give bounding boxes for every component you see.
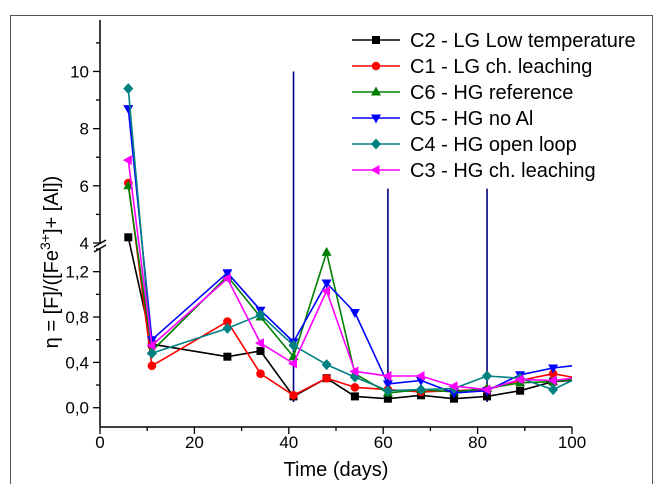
series-line (127, 88, 573, 392)
legend-marker (371, 114, 381, 124)
legend-label: C6 - HG reference (410, 82, 573, 104)
data-point (349, 309, 360, 318)
data-point (222, 269, 233, 279)
data-point (547, 375, 557, 386)
data-point (382, 385, 393, 397)
data-point (548, 384, 559, 396)
x-tick-label: 40 (279, 433, 298, 452)
data-point (123, 180, 134, 190)
x-tick-label: 0 (95, 433, 104, 452)
legend-marker (370, 165, 380, 175)
data-point (122, 155, 132, 166)
data-point (147, 361, 157, 371)
y-tick-label: 0,8 (65, 308, 89, 327)
x-tick-label: 60 (374, 433, 393, 452)
data-point (289, 391, 298, 400)
data-point (321, 279, 332, 289)
data-point (350, 383, 360, 392)
data-point (321, 246, 332, 256)
data-point (146, 347, 157, 359)
data-point (350, 392, 359, 401)
x-tick-label: 80 (468, 433, 487, 452)
data-point (382, 380, 393, 390)
data-point (450, 394, 458, 403)
legend-item: C5 - HG no Al (352, 108, 533, 130)
legend-marker (372, 36, 380, 44)
y-tick-label: 0,0 (65, 399, 89, 418)
data-point (256, 347, 265, 355)
data-point (223, 352, 232, 361)
series-c1 (124, 178, 573, 400)
legend-marker (371, 138, 381, 150)
legend-label: C1 - LG ch. leaching (410, 56, 592, 78)
data-point (482, 370, 492, 382)
legend-item: C2 - LG Low temperature (352, 30, 636, 52)
data-point (146, 340, 156, 351)
data-point (223, 317, 232, 326)
legend-label: C3 - HG ch. leaching (410, 160, 596, 182)
data-point (321, 285, 331, 296)
legend-label: C5 - HG no Al (410, 108, 533, 130)
y-tick-label: 10 (70, 62, 89, 81)
data-point (221, 273, 231, 284)
legend-item: C1 - LG ch. leaching (352, 56, 592, 78)
data-point (123, 83, 134, 95)
data-point (481, 384, 491, 395)
axes: 0 20 40 60 80 100 0,0 0,4 0,8 1,2 4 6 8 10 (65, 20, 586, 452)
legend-marker (371, 86, 381, 96)
series-line (127, 185, 573, 394)
data-point (255, 338, 264, 349)
data-point (548, 364, 559, 374)
data-point (383, 394, 392, 403)
data-point (483, 392, 491, 401)
plot-series (122, 83, 573, 403)
data-point (516, 386, 525, 395)
data-point (255, 309, 266, 321)
series-c6 (123, 180, 573, 397)
data-point (322, 373, 331, 383)
data-point (416, 384, 426, 396)
series-line (127, 182, 573, 397)
x-tick-label: 20 (185, 433, 204, 452)
y-tick-label: 0,4 (65, 353, 89, 372)
data-point (288, 358, 297, 369)
data-point (256, 369, 265, 379)
y-tick-label: 8 (80, 120, 89, 139)
y-axis-title: η = [F]/([Fe3+]+ [Al]) (37, 176, 63, 349)
data-point (548, 369, 558, 379)
data-point (448, 381, 458, 392)
data-point (123, 105, 134, 115)
data-point (222, 322, 233, 334)
series-c3 (122, 155, 573, 395)
legend-item: C6 - HG reference (352, 82, 573, 104)
y-tick-label: 6 (80, 177, 89, 196)
legend-label: C2 - LG Low temperature (410, 30, 636, 52)
y-tick-label: 1,2 (65, 263, 89, 282)
data-point (382, 371, 392, 381)
legend: C2 - LG Low temperature C1 - LG ch. leach… (352, 30, 636, 182)
x-axis-title: Time (days) (284, 459, 389, 481)
y-axis-title-superscript: 3+ (37, 234, 53, 250)
legend-item: C4 - HG open loop (352, 134, 577, 156)
data-point (415, 371, 425, 381)
y-axis-title-end: ]+ [Al]) (41, 176, 63, 234)
graph-frame (10, 15, 653, 484)
y-axis-title-main: η = [F]/([Fe (41, 250, 63, 348)
legend-label: C4 - HG open loop (410, 134, 577, 156)
series-line (127, 159, 573, 391)
data-point (124, 233, 133, 242)
y-tick-label: 4 (80, 234, 89, 253)
data-point (514, 374, 524, 385)
data-point (321, 359, 332, 371)
legend-item: C3 - HG ch. leaching (352, 160, 596, 182)
x-tick-label: 100 (558, 433, 586, 452)
series-line (127, 237, 573, 400)
data-point (349, 366, 359, 377)
legend-marker (371, 61, 381, 71)
data-point (288, 339, 299, 351)
